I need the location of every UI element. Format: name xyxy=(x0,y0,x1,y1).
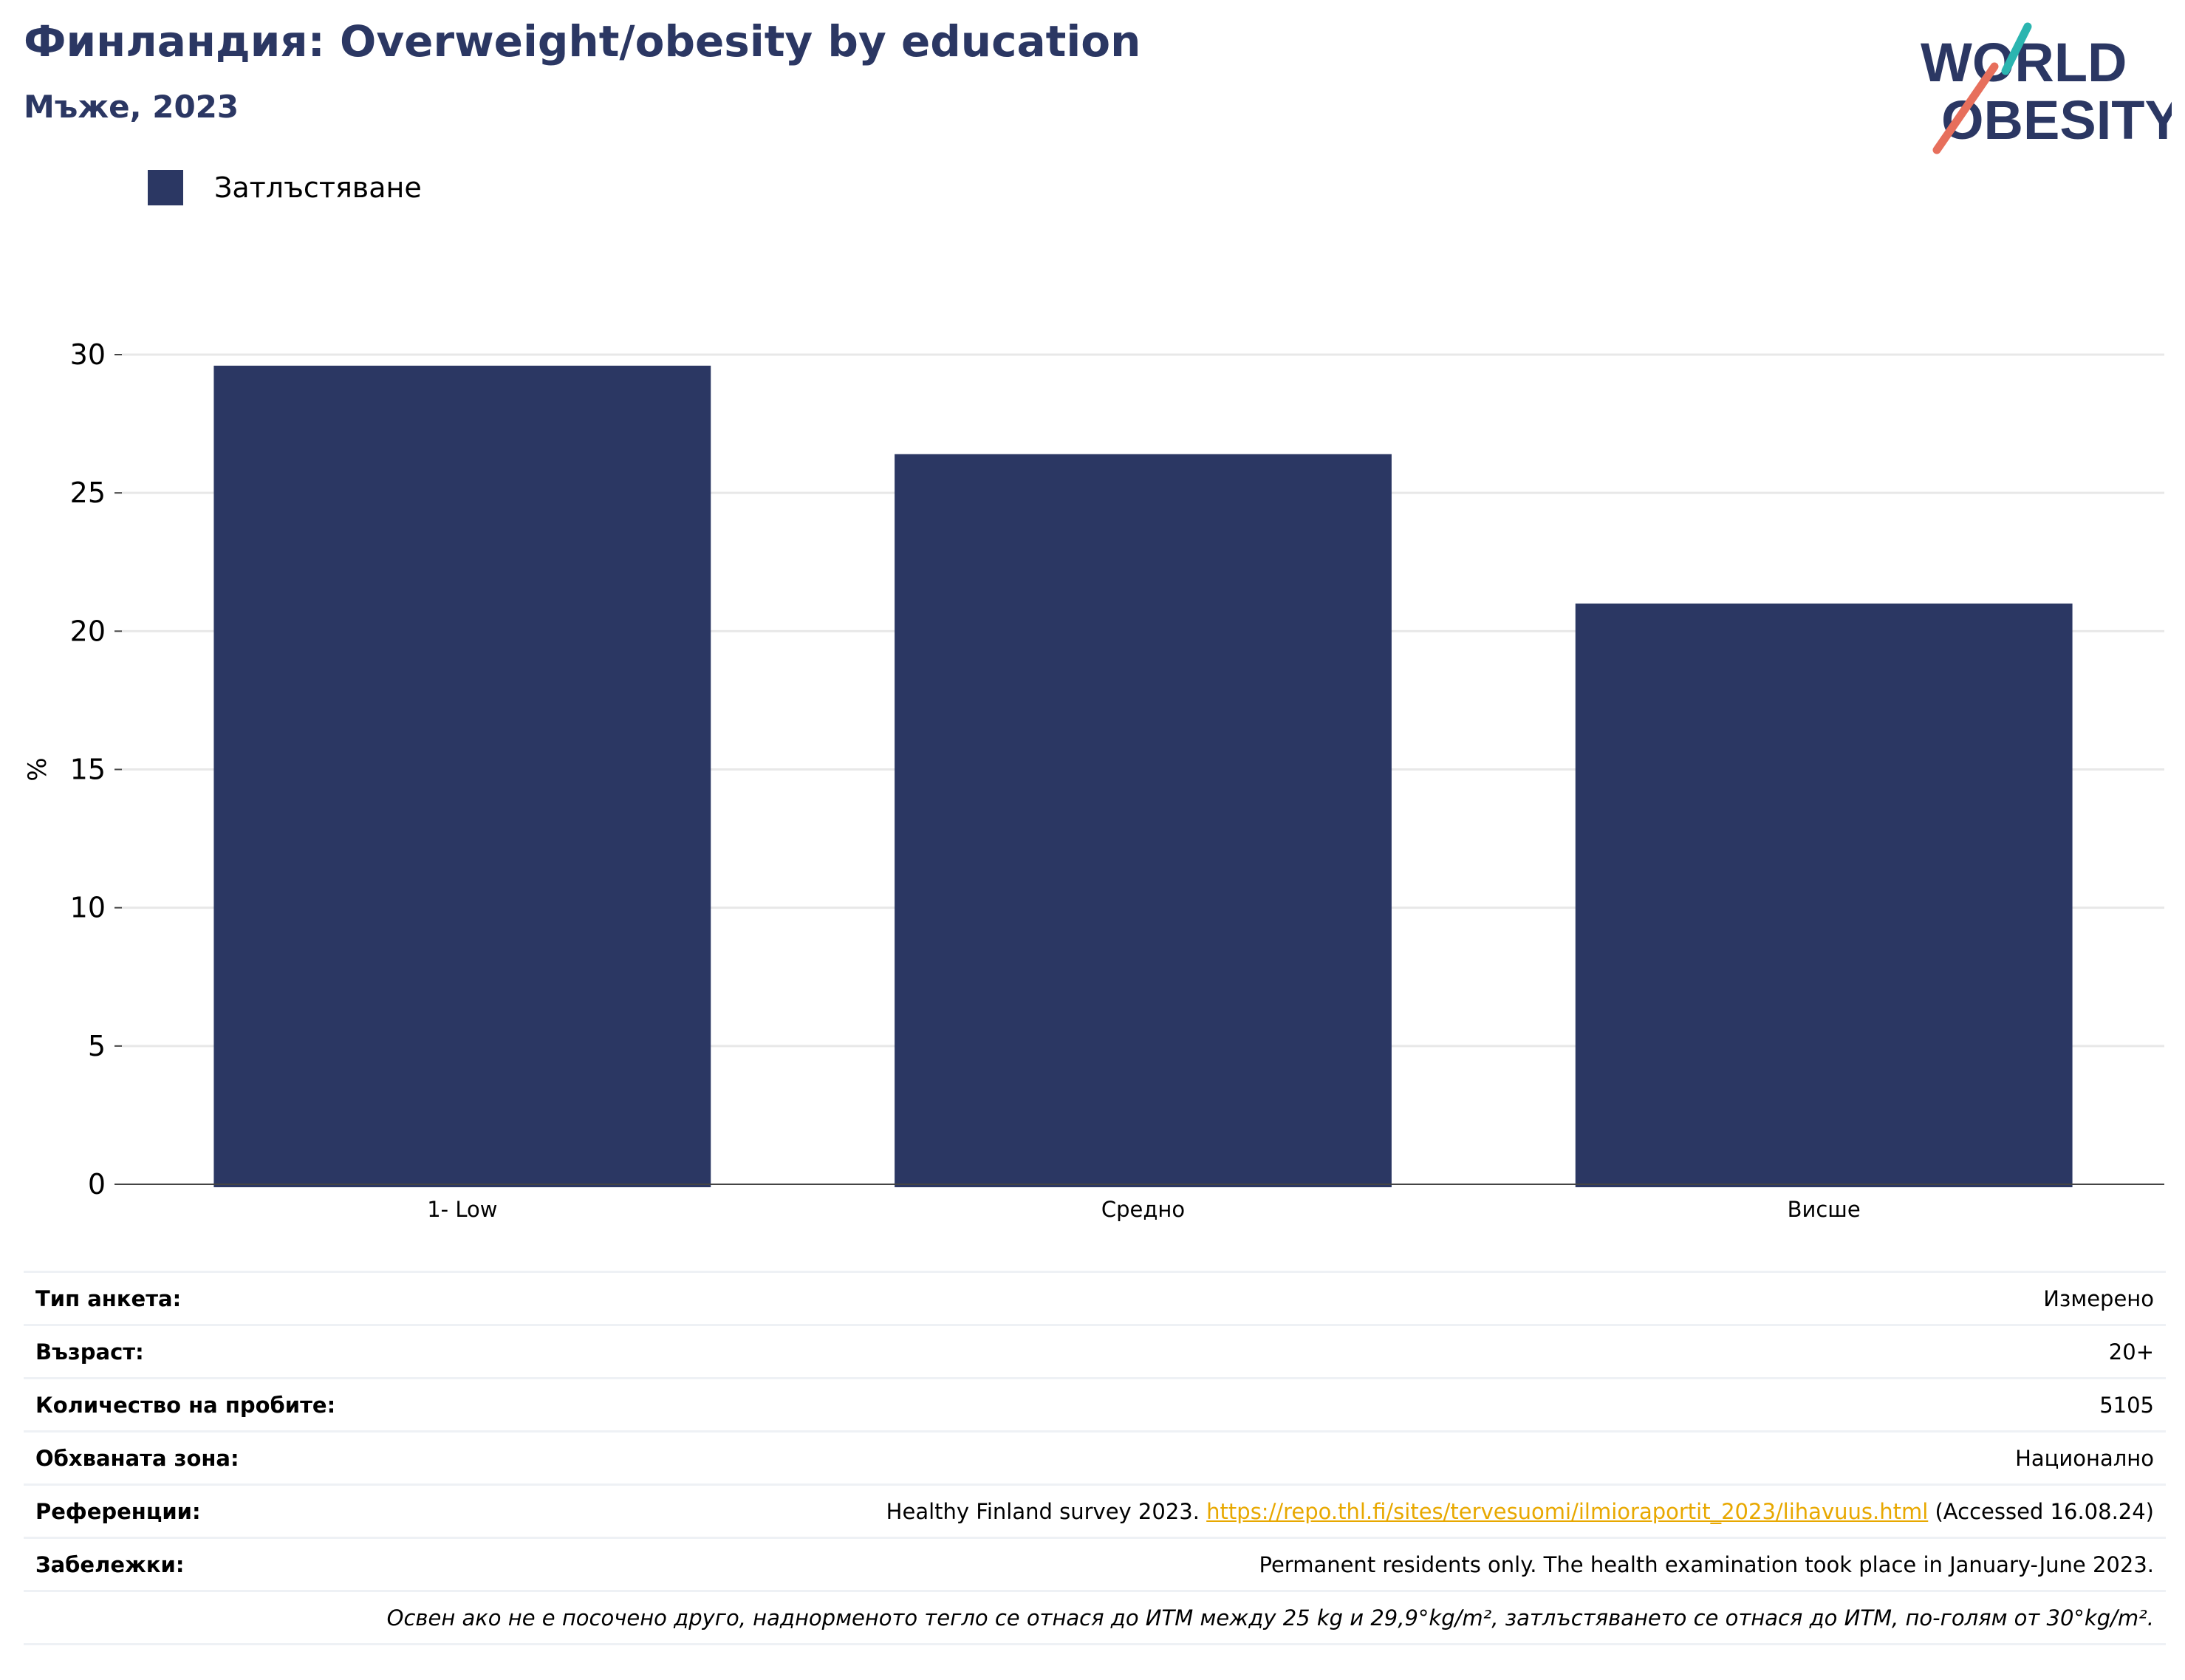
chart-subtitle: Мъже, 2023 xyxy=(24,89,239,125)
legend-swatch xyxy=(148,170,183,205)
bar-chart: 0 5 10 15 20 25 30 1- Low Средно Висше % xyxy=(23,338,2164,1222)
y-axis-label: % xyxy=(23,757,52,781)
info-row-survey-type: Тип анкета: Измерено xyxy=(24,1271,2166,1325)
x-tick-labels: 1- Low Средно Висше xyxy=(427,1197,1860,1222)
bar-2 xyxy=(1575,603,2073,1187)
info-value: Национално xyxy=(453,1430,2166,1485)
y-tick-label: 20 xyxy=(70,615,106,647)
info-label: Тип анкета: xyxy=(24,1271,454,1325)
y-tick-label: 0 xyxy=(88,1168,106,1201)
info-table: Тип анкета: Измерено Възраст: 20+ Количе… xyxy=(24,1271,2166,1645)
bar-1 xyxy=(895,454,1392,1187)
y-tick-labels: 0 5 10 15 20 25 30 xyxy=(70,338,122,1201)
reference-accessed: (Accessed 16.08.24) xyxy=(1928,1498,2154,1524)
y-tick-label: 15 xyxy=(70,754,106,786)
y-tick-label: 5 xyxy=(88,1030,106,1062)
info-row-definition: Освен ако не е посочено друго, наднормен… xyxy=(24,1590,2166,1645)
info-row-age: Възраст: 20+ xyxy=(24,1324,2166,1379)
info-label: Забележки: xyxy=(24,1537,454,1591)
info-row-sample-size: Количество на пробите: 5105 xyxy=(24,1377,2166,1432)
reference-link[interactable]: https://repo.thl.fi/sites/tervesuomi/ilm… xyxy=(1206,1498,1929,1524)
world-obesity-logo: WORLD OBESITY xyxy=(1921,22,2172,154)
info-value: 20+ xyxy=(453,1324,2166,1379)
logo-coral-stroke xyxy=(1932,62,1999,154)
chart-legend: Затлъстяване xyxy=(148,170,422,205)
chart-title: Финландия: Overweight/obesity by educati… xyxy=(24,16,1141,66)
y-tick-label: 10 xyxy=(70,892,106,924)
y-tick-label: 25 xyxy=(70,477,106,509)
info-value: Измерено xyxy=(453,1271,2166,1325)
info-row-references: Референции: Healthy Finland survey 2023.… xyxy=(24,1483,2166,1538)
bars xyxy=(213,365,2073,1187)
y-tick-label: 30 xyxy=(70,338,106,371)
logo-teal-stroke xyxy=(2001,22,2032,75)
x-tick-label: Висше xyxy=(1788,1197,1861,1222)
x-tick-label: 1- Low xyxy=(427,1197,497,1222)
definition-note: Освен ако не е посочено друго, наднормен… xyxy=(24,1590,2166,1645)
info-label: Обхваната зона: xyxy=(24,1430,454,1485)
info-label: Количество на пробите: xyxy=(24,1377,454,1432)
info-value: Permanent residents only. The health exa… xyxy=(453,1537,2166,1591)
x-tick-label: Средно xyxy=(1101,1197,1185,1222)
info-label: Референции: xyxy=(24,1483,454,1538)
info-value: 5105 xyxy=(453,1377,2166,1432)
reference-text: Healthy Finland survey 2023. xyxy=(886,1498,1207,1524)
info-row-notes: Забележки: Permanent residents only. The… xyxy=(24,1537,2166,1591)
info-value: Healthy Finland survey 2023. https://rep… xyxy=(453,1483,2166,1538)
info-row-area: Обхваната зона: Национално xyxy=(24,1430,2166,1485)
logo-word-obesity: OBESITY xyxy=(1941,89,2172,151)
info-label: Възраст: xyxy=(24,1324,454,1379)
legend-label: Затлъстяване xyxy=(214,171,422,204)
bar-0 xyxy=(213,365,711,1187)
